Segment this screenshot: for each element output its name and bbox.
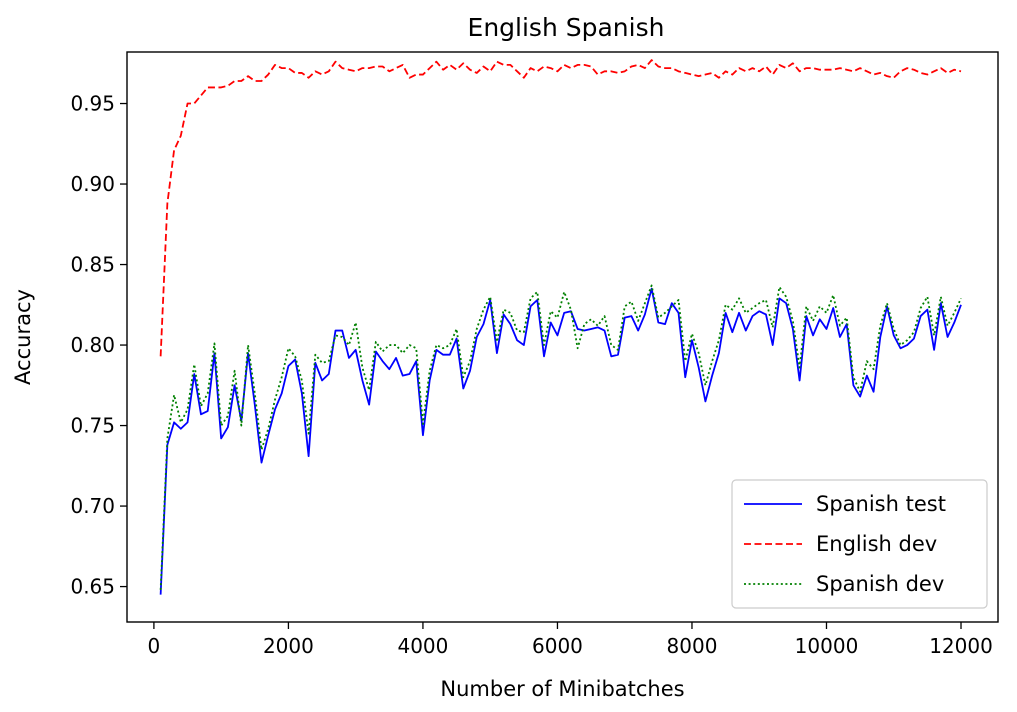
x-tick-label: 8000 xyxy=(667,634,718,658)
x-tick-label: 2000 xyxy=(263,634,314,658)
y-tick-label: 0.70 xyxy=(70,494,115,518)
x-tick-label: 12000 xyxy=(929,634,993,658)
x-axis: 0 2000 4000 6000 8000 10000 12000 xyxy=(148,622,993,658)
y-axis-title: Accuracy xyxy=(11,289,35,385)
legend-label-1: English dev xyxy=(816,532,937,556)
chart-title: English Spanish xyxy=(468,13,665,42)
x-tick-label: 6000 xyxy=(532,634,583,658)
legend: Spanish test English dev Spanish dev xyxy=(731,479,988,609)
y-tick-label: 0.75 xyxy=(70,414,115,438)
plot-frame xyxy=(126,51,999,623)
legend-label-2: Spanish dev xyxy=(816,572,944,596)
series-line-0 xyxy=(159,287,962,595)
y-axis: 0.65 0.70 0.75 0.80 0.85 0.90 0.95 xyxy=(70,92,127,599)
series-line-1 xyxy=(159,59,962,357)
y-tick-label: 0.95 xyxy=(70,92,115,116)
x-axis-title: Number of Minibatches xyxy=(440,677,684,701)
x-tick-label: 4000 xyxy=(397,634,448,658)
y-tick-label: 0.85 xyxy=(70,253,115,277)
x-tick-label: 10000 xyxy=(795,634,859,658)
y-tick-label: 0.65 xyxy=(70,575,115,599)
legend-label-0: Spanish test xyxy=(816,492,946,516)
series-layer xyxy=(159,59,962,595)
series-line-2 xyxy=(159,284,962,590)
x-tick-label: 0 xyxy=(148,634,161,658)
legend-box xyxy=(731,479,988,609)
y-tick-label: 0.90 xyxy=(70,172,115,196)
y-tick-label: 0.80 xyxy=(70,333,115,357)
